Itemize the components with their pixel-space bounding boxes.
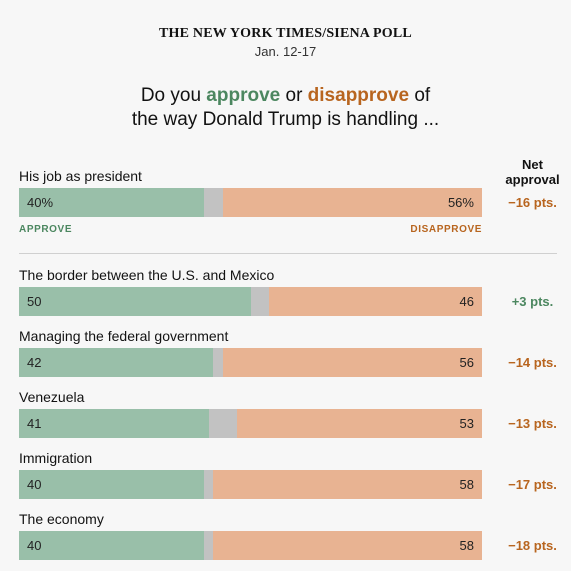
disapprove-value-label: 53 [459, 416, 474, 431]
other-segment [204, 470, 214, 499]
disapprove-segment: 53 [236, 409, 482, 438]
question-disapprove-word: disapprove [307, 85, 410, 106]
approve-value-label: 40 [27, 538, 42, 553]
disapprove-value-label: 58 [459, 477, 474, 492]
disapprove-segment: 56% [222, 188, 482, 217]
stacked-bar: 50 46 [19, 287, 482, 316]
disapprove-value-label: 56 [459, 355, 474, 370]
other-segment [204, 531, 214, 560]
approve-segment: 40 [19, 470, 205, 499]
row-label: Immigration [19, 450, 93, 466]
disapprove-value-label: 58 [459, 538, 474, 553]
net-approval-value: +3 pts. [511, 294, 554, 309]
net-approval-value: −17 pts. [508, 477, 557, 492]
row-label: Venezuela [19, 389, 85, 405]
approve-segment: 50 [19, 287, 251, 316]
disapprove-segment: 56 [222, 348, 482, 377]
stacked-bar: 40 58 [19, 470, 482, 499]
net-approval-value: −18 pts. [508, 538, 557, 553]
disapprove-segment: 58 [213, 531, 482, 560]
stacked-bar: 42 56 [19, 348, 482, 377]
legend-disapprove: DISAPPROVE [410, 224, 482, 235]
stacked-bar: 40% 56% [19, 188, 482, 217]
question-prefix: Do you [140, 85, 207, 106]
approve-value-label: 40 [27, 477, 42, 492]
net-header-line-1: Net [522, 157, 543, 172]
approve-value-label: 40% [27, 195, 54, 210]
disapprove-segment: 58 [213, 470, 482, 499]
poll-dates: Jan. 12-17 [254, 44, 317, 59]
question-line-2: the way Donald Trump is handling ... [131, 109, 440, 130]
question-approve-word: approve [206, 85, 281, 106]
disapprove-segment: 46 [269, 287, 482, 316]
other-segment [208, 409, 237, 438]
legend-approve: APPROVE [19, 224, 73, 235]
other-segment [250, 287, 270, 316]
disapprove-value-label: 46 [459, 294, 474, 309]
net-header-line-2: approval [505, 172, 560, 187]
net-approval-header: Net approval [494, 157, 571, 187]
approve-value-label: 50 [27, 294, 42, 309]
question-line-1: Do you approve or disapprove of [0, 84, 571, 108]
stacked-bar: 40 58 [19, 531, 482, 560]
poll-source-title: THE NEW YORK TIMES/SIENA POLL [159, 26, 412, 41]
approve-segment: 42 [19, 348, 214, 377]
other-segment [204, 188, 223, 217]
row-label: Managing the federal government [19, 328, 229, 344]
net-approval-value: −16 pts. [508, 195, 557, 210]
approve-value-label: 41 [27, 416, 42, 431]
other-segment [213, 348, 223, 377]
net-approval-value: −14 pts. [508, 355, 557, 370]
row-label: His job as president [19, 168, 142, 184]
question-middle: or [280, 85, 308, 106]
question-title: Do you approve or disapprove of the way … [0, 84, 571, 132]
row-label: The border between the U.S. and Mexico [19, 267, 275, 283]
section-divider [19, 253, 557, 254]
approve-segment: 40 [19, 531, 205, 560]
net-approval-value: −13 pts. [508, 416, 557, 431]
question-suffix: of [409, 85, 431, 106]
approve-segment: 41 [19, 409, 209, 438]
stacked-bar: 41 53 [19, 409, 482, 438]
approve-segment: 40% [19, 188, 205, 217]
approve-value-label: 42 [27, 355, 42, 370]
row-label: The economy [19, 511, 104, 527]
disapprove-value-label: 56% [447, 195, 474, 210]
